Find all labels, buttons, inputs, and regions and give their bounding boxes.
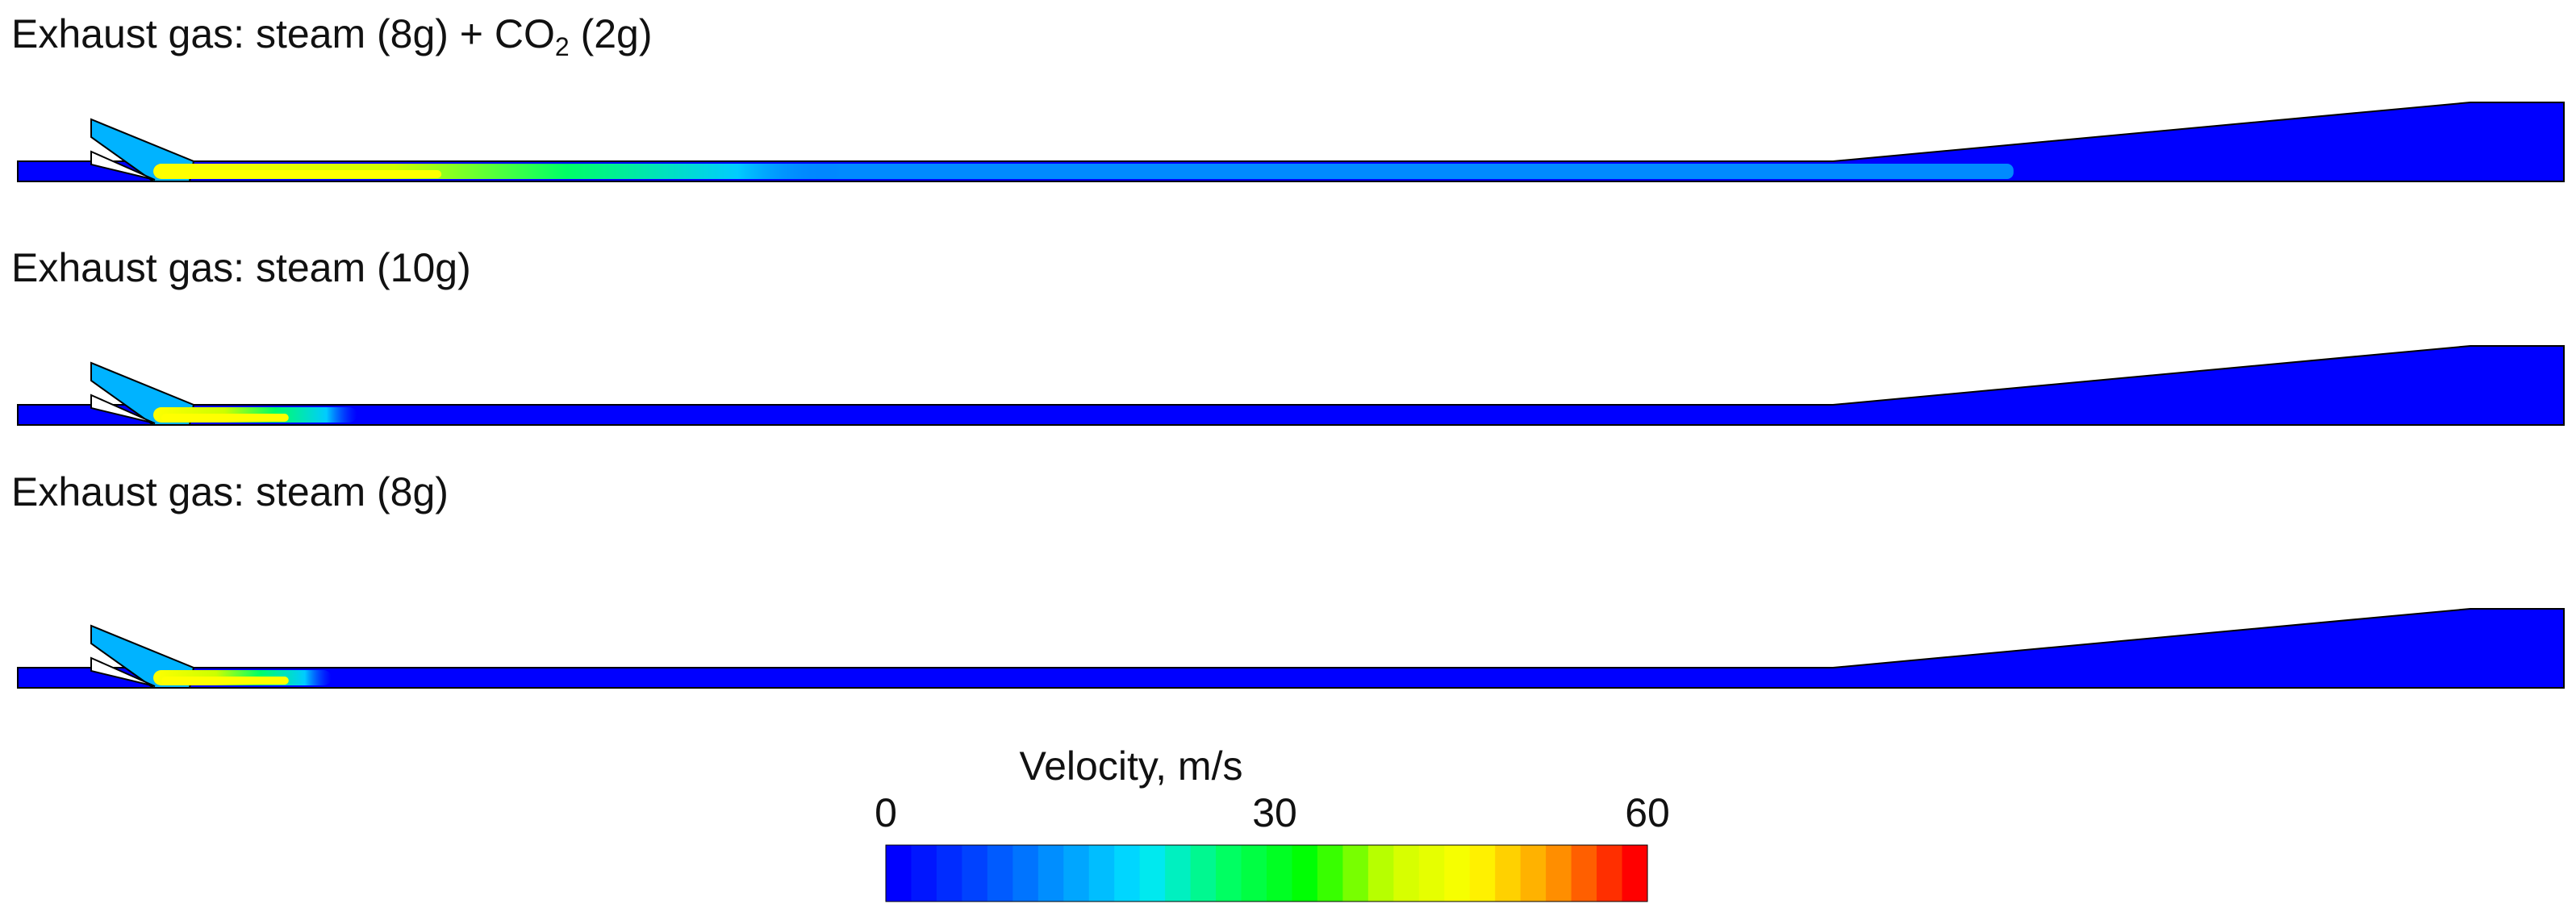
nozzle-gap-0 xyxy=(90,150,156,181)
colorbar-band xyxy=(1088,845,1115,902)
colorbar-tick-0: 0 xyxy=(875,790,897,835)
flow-domain-1 xyxy=(17,345,2565,426)
nozzle-gap-1 xyxy=(90,394,156,424)
case-title-steam-10g: Exhaust gas: steam (10g) xyxy=(11,245,471,290)
colorbar-band xyxy=(886,845,912,902)
colorbar-band xyxy=(1342,845,1369,902)
flow-domain-2 xyxy=(17,608,2565,689)
colorbar-band xyxy=(936,845,962,902)
colorbar-band xyxy=(1114,845,1141,902)
jet-core-2 xyxy=(161,677,289,685)
colorbar-band xyxy=(1597,845,1623,902)
colorbar-band xyxy=(1469,845,1496,902)
colorbar-band xyxy=(1520,845,1547,902)
colorbar-band xyxy=(1190,845,1217,902)
colorbar-band xyxy=(1216,845,1242,902)
colorbar-band xyxy=(1267,845,1292,902)
colorbar-band xyxy=(1241,845,1267,902)
colorbar-band xyxy=(1546,845,1572,902)
colorbar-band xyxy=(1444,845,1471,902)
colorbar-band xyxy=(911,845,937,902)
colorbar-band xyxy=(1367,845,1394,902)
colorbar-tick-60: 60 xyxy=(1625,790,1670,835)
colorbar-band xyxy=(1037,845,1064,902)
colorbar-band xyxy=(1571,845,1597,902)
colorbar-band xyxy=(1012,845,1039,902)
colorbar-band xyxy=(1317,845,1343,902)
colorbar-band xyxy=(1292,845,1318,902)
colorbar-band xyxy=(1165,845,1192,902)
jet-core-1 xyxy=(161,414,289,422)
colorbar-band xyxy=(1063,845,1090,902)
colorbar-band xyxy=(1495,845,1522,902)
jet-core-0 xyxy=(161,170,442,178)
colorbar-frame xyxy=(885,844,1648,902)
case-title-steam-co2: Exhaust gas: steam (8g) + CO2 (2g) xyxy=(11,11,653,61)
case-title-steam-8g: Exhaust gas: steam (8g) xyxy=(11,469,449,514)
flow-domain-0 xyxy=(17,102,2565,182)
colorbar-title: Velocity, m/s xyxy=(1019,743,1243,789)
colorbar-tick-30: 30 xyxy=(1252,790,1297,835)
colorbar-band xyxy=(1622,845,1648,902)
nozzle-gap-2 xyxy=(90,656,156,687)
colorbar-band xyxy=(1393,845,1420,902)
colorbar-band xyxy=(962,845,988,902)
colorbar-band xyxy=(1418,845,1445,902)
colorbar-band xyxy=(987,845,1013,902)
colorbar-band xyxy=(1139,845,1166,902)
